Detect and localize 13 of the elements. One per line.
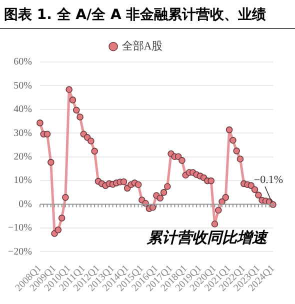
legend-label: 全部A股: [122, 39, 163, 52]
y-tick-label: 60%: [14, 56, 32, 68]
y-tick-label: 40%: [14, 104, 32, 116]
y-tick-label: 20%: [14, 151, 32, 162]
annotation: −0.1%: [254, 174, 283, 186]
y-tick-label: −10%: [8, 222, 32, 234]
annotation: 累计营收同比增速: [146, 230, 269, 247]
y-tick-label: 50%: [14, 80, 32, 92]
y-tick-label: 30%: [14, 128, 32, 139]
y-tick-label: −20%: [8, 246, 32, 258]
chart-title: 图表 1. 全 A/全 A 非金融累计营收、业绩: [0, 0, 295, 29]
y-tick-label: 0%: [18, 198, 32, 210]
y-tick-label: 10%: [14, 175, 32, 186]
